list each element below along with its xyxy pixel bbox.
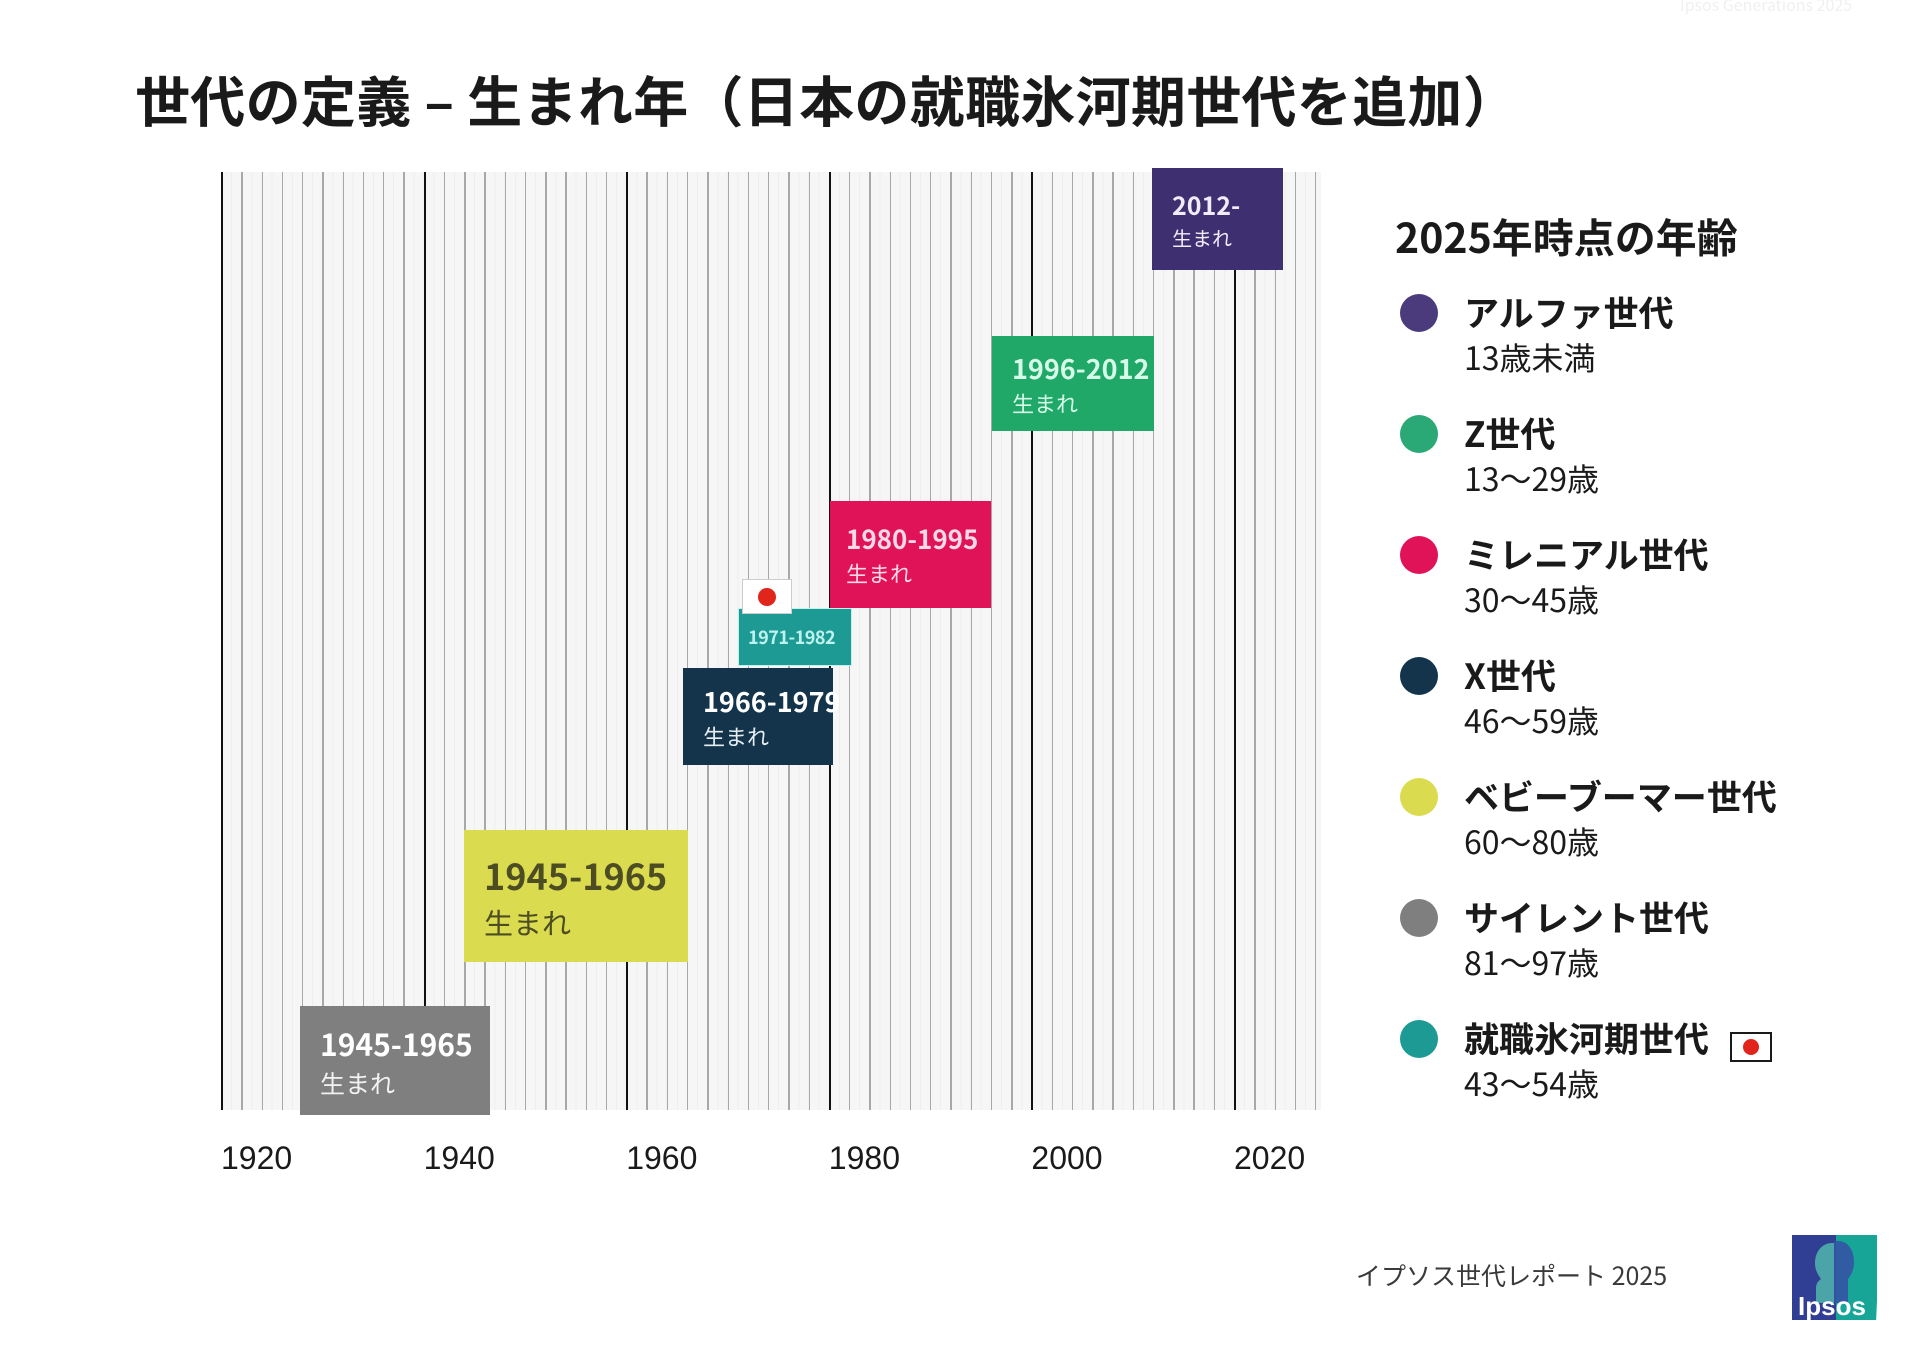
svg-text:Ipsos: Ipsos <box>1798 1291 1866 1320</box>
